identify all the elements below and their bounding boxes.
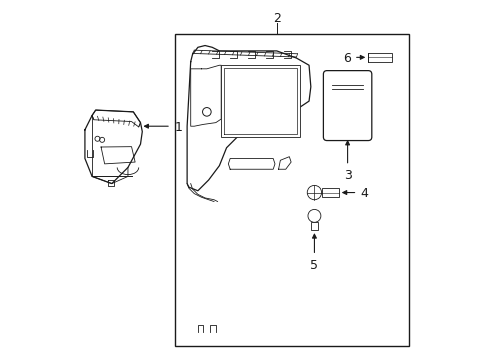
Bar <box>221 65 300 137</box>
Bar <box>310 222 317 230</box>
FancyBboxPatch shape <box>323 71 371 140</box>
Bar <box>174 34 408 346</box>
Text: 4: 4 <box>360 188 367 201</box>
Text: 6: 6 <box>343 52 350 65</box>
Text: 2: 2 <box>272 12 280 25</box>
Text: 1: 1 <box>174 121 182 134</box>
Bar <box>367 53 391 62</box>
Text: 5: 5 <box>310 259 318 272</box>
Bar <box>321 188 338 197</box>
Text: 3: 3 <box>343 169 351 182</box>
